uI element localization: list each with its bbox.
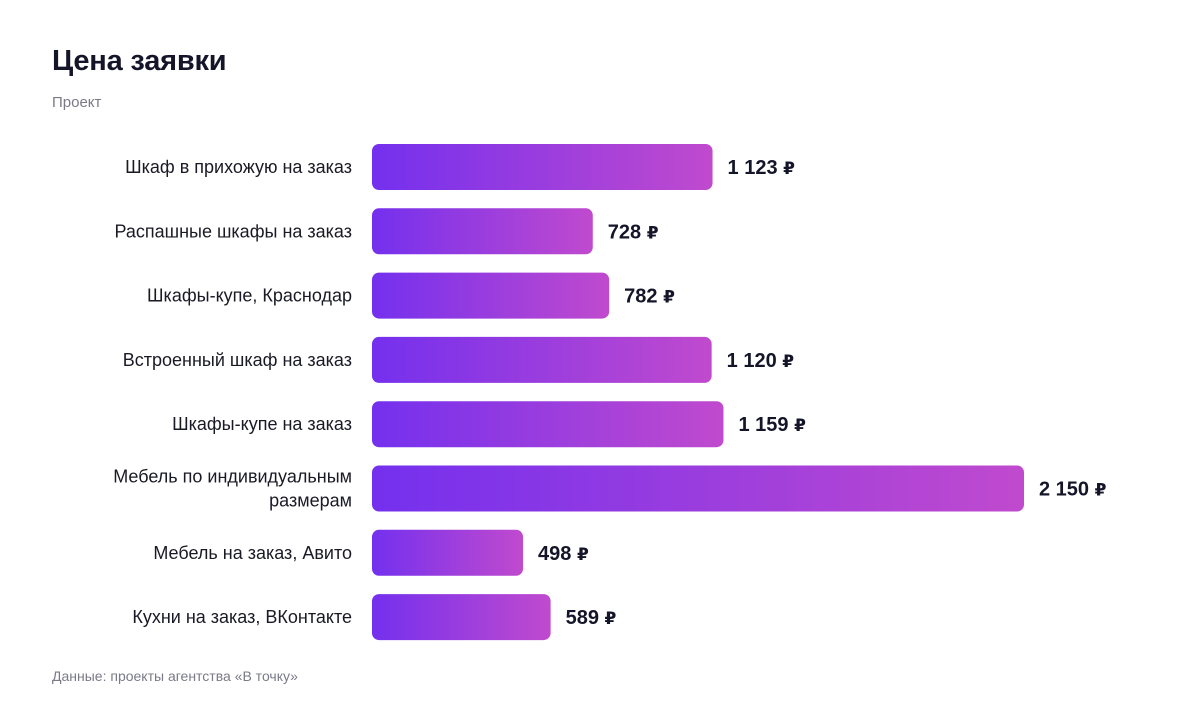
category-label: Шкаф в прихожую на заказ [125,157,352,177]
category-label: Встроенный шкаф на заказ [123,350,352,370]
category-label: размерам [269,491,352,511]
bar [372,401,724,448]
chart-subtitle: Проект [52,94,102,111]
bars-group: Шкаф в прихожую на заказ 1 123 ₽ Распашные… [113,144,1107,641]
category-label: Кухни на заказ, ВКонтакте [132,607,352,627]
bar [372,208,593,255]
bar [372,529,524,576]
bar [372,465,1024,512]
value-label: 1 123 ₽ [728,157,796,179]
value-label: 1 159 ₽ [738,414,806,436]
value-label: 728 ₽ [608,221,659,243]
bar [372,144,713,190]
value-label: 782 ₽ [624,286,675,308]
value-label: 2 150 ₽ [1039,479,1107,501]
bar [372,594,551,641]
data-source-note: Данные: проекты агентства «В точку» [52,668,298,684]
category-label: Мебель по индивидуальным [113,467,352,487]
category-label: Шкафы-купе на заказ [172,414,352,434]
bar [372,272,610,319]
chart-title: Цена заявки [52,45,227,77]
value-label: 589 ₽ [566,607,617,629]
bar [372,336,712,383]
category-label: Шкафы-купе, Краснодар [147,286,352,306]
category-label: Распашные шкафы на заказ [114,221,352,241]
value-label: 498 ₽ [538,543,589,565]
category-label: Мебель на заказ, Авито [153,543,352,563]
value-label: 1 120 ₽ [727,350,795,372]
